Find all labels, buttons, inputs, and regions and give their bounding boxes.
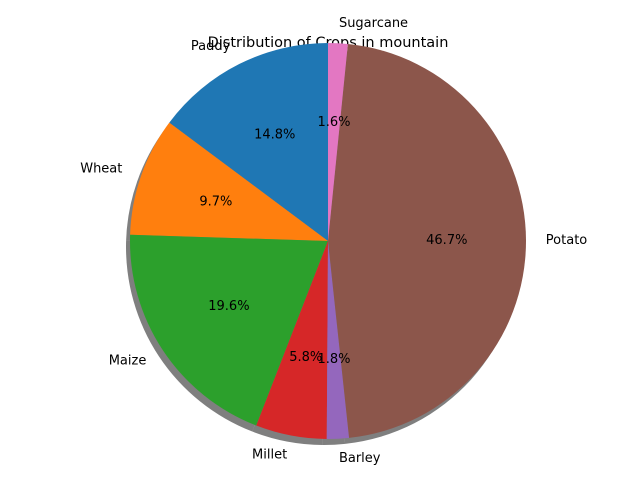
pie-slice-millet [256, 241, 328, 439]
percent-label-sugarcane: 1.6% [317, 115, 350, 130]
percent-label-maize: 19.6% [208, 299, 249, 314]
pie-slice-wheat [130, 122, 328, 241]
category-label-wheat: Wheat [80, 162, 122, 177]
pie-slice-barley [326, 241, 350, 439]
category-label-barley: Barley [339, 451, 381, 466]
pie-slice-paddy [169, 43, 328, 241]
category-label-millet: Millet [252, 447, 287, 462]
percent-label-barley: 1.8% [317, 352, 350, 367]
category-label-paddy: Paddy [191, 39, 231, 54]
category-label-sugarcane: Sugarcane [339, 16, 408, 31]
percent-label-millet: 5.8% [289, 350, 322, 365]
category-label-potato: Potato [546, 233, 587, 248]
pie-slice-sugarcane [328, 43, 348, 241]
percent-label-potato: 46.7% [426, 233, 467, 248]
chart-title: Distribution of Crops in mountain [207, 35, 449, 51]
pie-labels: Paddy 14.8% Wheat 9.7% Maize 19.6% Millet 5.8% B… [80, 16, 587, 466]
percent-label-paddy: 14.8% [254, 127, 295, 142]
pie-slices [130, 43, 527, 439]
category-label-maize: Maize [109, 354, 147, 369]
percent-label-wheat: 9.7% [199, 194, 232, 209]
pie-slice-potato [328, 43, 527, 438]
pie-slice-maize [130, 234, 328, 426]
